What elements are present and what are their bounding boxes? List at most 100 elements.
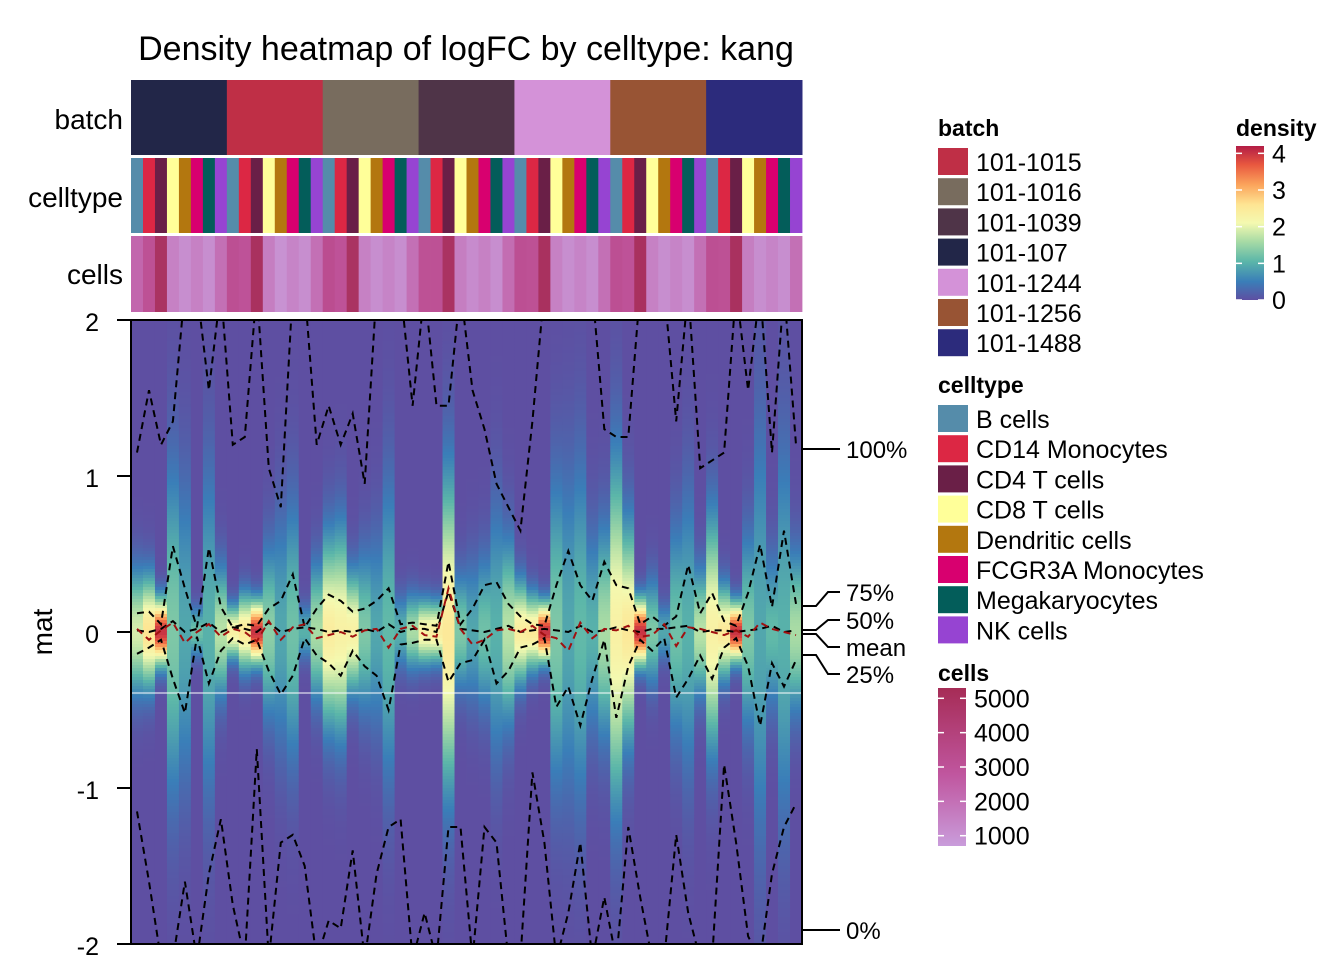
density-cell [310, 464, 324, 468]
density-cell [226, 395, 240, 399]
density-cell [394, 416, 407, 420]
density-cell [346, 527, 360, 531]
density-cell [238, 896, 252, 900]
density-cell [322, 350, 336, 354]
density-cell [142, 923, 156, 927]
density-cell [370, 884, 384, 888]
density-cell [382, 380, 396, 384]
density-cell [166, 374, 180, 378]
density-cell [370, 860, 384, 864]
density-cell [250, 422, 264, 426]
density-cell [310, 851, 324, 855]
density-cell [322, 899, 336, 903]
density-cell [286, 605, 300, 609]
density-cell [154, 857, 168, 861]
density-cell [166, 332, 180, 336]
density-cell [166, 728, 180, 732]
density-cell [178, 539, 192, 543]
density-cell [346, 731, 360, 735]
density-cell [370, 344, 384, 348]
density-cell [131, 902, 144, 906]
density-cell [131, 320, 144, 324]
density-cell [358, 902, 372, 906]
density-cell [178, 482, 192, 486]
density-cell [214, 626, 228, 630]
density-cell [382, 758, 396, 762]
density-cell [214, 647, 228, 651]
density-cell [286, 671, 300, 675]
density-cell [262, 863, 276, 867]
density-cell [238, 824, 252, 828]
density-cell [382, 473, 396, 477]
density-cell [310, 935, 324, 939]
density-cell [334, 659, 348, 663]
density-cell [262, 497, 276, 501]
density-cell [214, 332, 228, 336]
density-cell [286, 893, 300, 897]
density-cell [202, 632, 216, 636]
density-cell [322, 602, 336, 606]
density-cell [190, 599, 204, 603]
density-cell [310, 467, 324, 471]
density-cell [298, 440, 312, 444]
density-cell [406, 398, 419, 402]
density-cell [262, 746, 276, 750]
density-cell [346, 341, 360, 345]
density-cell [178, 656, 192, 660]
density-cell [394, 521, 407, 525]
density-cell [190, 851, 204, 855]
density-cell [190, 665, 204, 669]
density-cell [322, 908, 336, 912]
density-cell [178, 692, 192, 696]
density-cell [358, 821, 372, 825]
density-cell [262, 653, 276, 657]
density-cell [394, 869, 407, 873]
density-cell [370, 794, 384, 798]
density-cell [154, 833, 168, 837]
density-cell [274, 689, 288, 693]
density-cell [322, 368, 336, 372]
density-cell [142, 356, 156, 360]
density-cell [190, 893, 204, 897]
density-cell [274, 479, 288, 483]
density-cell [394, 506, 407, 510]
density-cell [346, 491, 360, 495]
density-cell [394, 374, 407, 378]
density-cell [262, 416, 276, 420]
cells-cell [706, 236, 719, 312]
density-cell [202, 875, 216, 879]
density-cell [226, 359, 240, 363]
density-cell [238, 788, 252, 792]
density-cell [274, 458, 288, 462]
density-cell [370, 599, 384, 603]
density-cell [334, 530, 348, 534]
density-cell [190, 509, 204, 513]
density-cell [346, 506, 360, 510]
density-cell [298, 707, 312, 711]
cells-cell [370, 236, 384, 312]
density-cell [202, 827, 216, 831]
density-cell [358, 602, 372, 606]
density-cell [322, 512, 336, 516]
density-cell [346, 932, 360, 936]
density-cell [358, 647, 372, 651]
density-cell [358, 923, 372, 927]
density-cell [370, 380, 384, 384]
density-cell [298, 818, 312, 822]
density-cell [190, 494, 204, 498]
density-cell [214, 752, 228, 756]
density-cell [382, 935, 396, 939]
density-cell [250, 362, 264, 366]
density-cell [238, 323, 252, 327]
density-cell [346, 923, 360, 927]
density-cell [250, 782, 264, 786]
density-cell [202, 749, 216, 753]
density-cell [334, 389, 348, 393]
density-cell [166, 914, 180, 918]
density-cell [334, 656, 348, 660]
density-cell [286, 704, 300, 708]
density-cell [286, 866, 300, 870]
density-cell [358, 473, 372, 477]
density-cell [334, 374, 348, 378]
density-cell [214, 506, 228, 510]
